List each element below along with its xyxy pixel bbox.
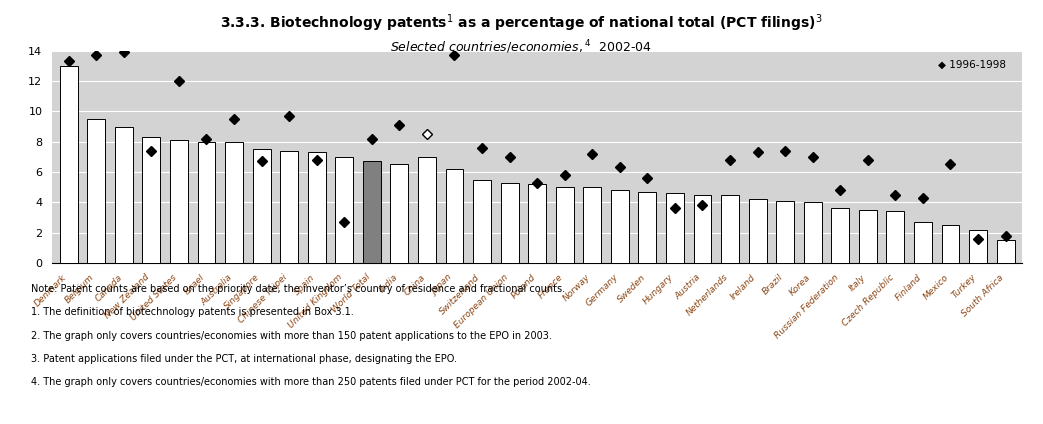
Bar	[528, 184, 547, 263]
Bar	[418, 157, 436, 263]
Bar	[804, 202, 822, 263]
Bar	[858, 210, 877, 263]
Text: ◆ 1996-1998: ◆ 1996-1998	[939, 59, 1006, 70]
Bar	[942, 225, 960, 263]
Bar	[969, 229, 987, 263]
Bar	[225, 142, 243, 263]
Text: Note: Patent counts are based on the priority date, the inventor’s country of re: Note: Patent counts are based on the pri…	[31, 284, 565, 294]
Bar	[611, 190, 629, 263]
Text: 1. The definition of biotechnology patents is presented in Box 3.1.: 1. The definition of biotechnology paten…	[31, 307, 354, 318]
Bar	[914, 222, 931, 263]
Text: 4. The graph only covers countries/economies with more than 250 patents filed un: 4. The graph only covers countries/econo…	[31, 377, 591, 388]
Bar	[776, 201, 794, 263]
Bar	[831, 208, 849, 263]
Bar	[583, 187, 601, 263]
Bar	[638, 192, 656, 263]
Bar	[197, 142, 216, 263]
Bar	[88, 119, 105, 263]
Bar	[501, 183, 518, 263]
Bar	[143, 137, 161, 263]
Bar	[170, 140, 188, 263]
Bar	[390, 165, 408, 263]
Bar	[445, 169, 463, 263]
Bar	[308, 152, 325, 263]
Bar	[556, 187, 574, 263]
Bar	[115, 127, 132, 263]
Bar	[997, 240, 1015, 263]
Bar	[721, 195, 739, 263]
Bar	[335, 157, 354, 263]
Bar	[252, 149, 270, 263]
Bar	[749, 199, 767, 263]
Bar	[363, 162, 381, 263]
Bar	[59, 66, 77, 263]
Text: $\it{Selected\ countries/economies,}$$^4$  $\it{2002\text{-}04}$: $\it{Selected\ countries/economies,}$$^4…	[390, 38, 653, 56]
Bar	[887, 212, 904, 263]
Text: 3. Patent applications filed under the PCT, at international phase, designating : 3. Patent applications filed under the P…	[31, 354, 457, 364]
Text: 2. The graph only covers countries/economies with more than 150 patent applicati: 2. The graph only covers countries/econo…	[31, 331, 552, 341]
Bar	[281, 151, 298, 263]
Text: 3.3.3. Biotechnology patents$^1$ as a percentage of national total (PCT filings): 3.3.3. Biotechnology patents$^1$ as a pe…	[220, 13, 823, 34]
Bar	[474, 180, 491, 263]
Bar	[694, 195, 711, 263]
Bar	[666, 193, 684, 263]
